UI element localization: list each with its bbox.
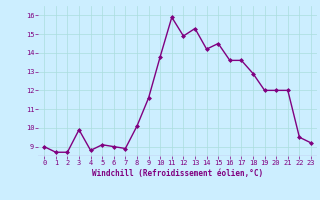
X-axis label: Windchill (Refroidissement éolien,°C): Windchill (Refroidissement éolien,°C) — [92, 169, 263, 178]
